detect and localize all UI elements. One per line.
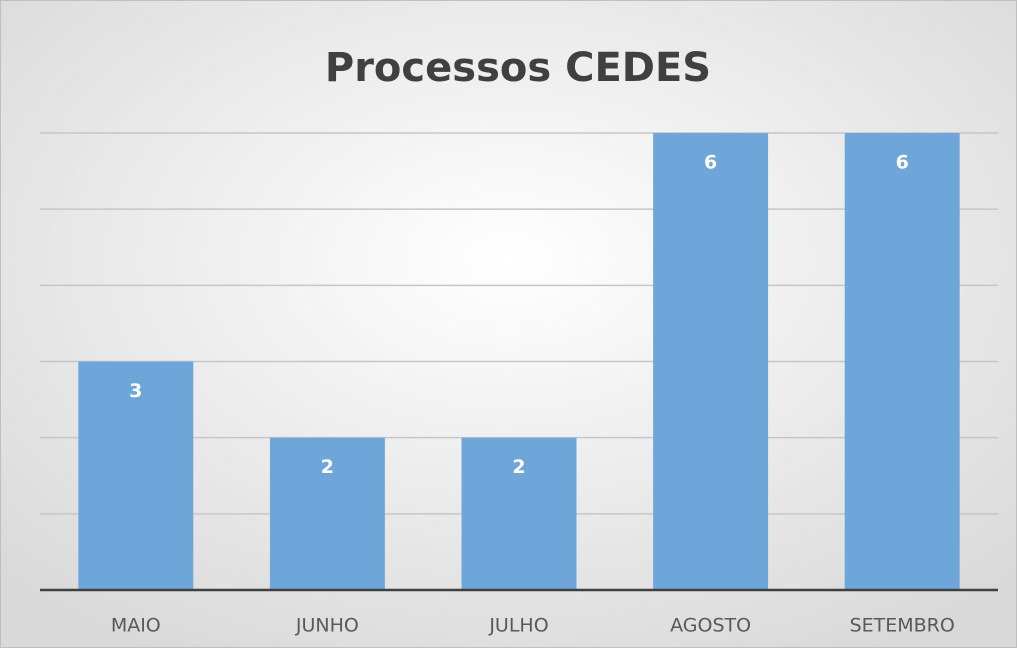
- data-label: 3: [129, 380, 142, 402]
- bar: [844, 133, 960, 590]
- x-tick-label: JUNHO: [295, 615, 359, 637]
- bar: [78, 361, 194, 590]
- x-tick-label: JULHO: [488, 615, 548, 637]
- x-tick-label: MAIO: [111, 615, 161, 637]
- data-label: 6: [704, 152, 717, 174]
- bar: [653, 133, 769, 590]
- data-label: 2: [512, 456, 525, 478]
- chart-title: Processos CEDES: [325, 45, 711, 91]
- data-label: 6: [896, 152, 909, 174]
- x-tick-label: AGOSTO: [670, 615, 751, 637]
- x-tick-label: SETEMBRO: [850, 615, 955, 637]
- bar: [461, 437, 577, 590]
- bar: [269, 437, 385, 590]
- data-label: 2: [321, 456, 334, 478]
